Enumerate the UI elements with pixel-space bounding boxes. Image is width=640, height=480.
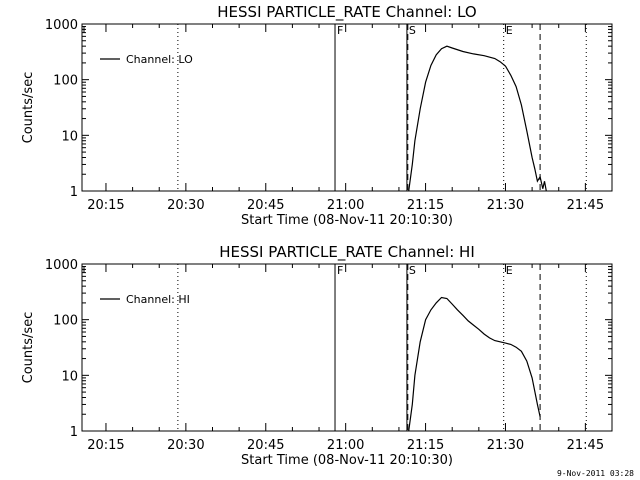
x-tick-label: 20:15: [87, 438, 124, 453]
y-tick-label: 1: [70, 425, 78, 440]
series-line: [408, 45, 547, 192]
x-tick-label: 20:45: [247, 198, 284, 213]
marker-label: F: [337, 264, 343, 277]
plot-frame: [81, 263, 613, 432]
x-tick-label: 20:45: [247, 438, 284, 453]
timestamp-footer: 9-Nov-2011 03:28: [556, 469, 634, 478]
y-tick-label: 1000: [45, 258, 78, 273]
x-tick-label: 20:30: [167, 438, 204, 453]
chart-panel-1: HESSI PARTICLE_RATE Channel: LO 1 10 100 100…: [21, 3, 613, 228]
marker-label: S: [409, 264, 416, 277]
y-tick-label: 100: [53, 314, 78, 329]
x-tick-label: 21:15: [407, 438, 444, 453]
legend-label: Channel: HI: [126, 293, 190, 306]
chart-panel-2: HESSI PARTICLE_RATE Channel: HI 1 10 100 100…: [21, 243, 613, 468]
x-axis-label: Start Time (08-Nov-11 20:10:30): [241, 453, 453, 468]
y-tick-label: 10: [61, 129, 78, 144]
plot-frame: [81, 23, 613, 192]
y-tick-label: 10: [61, 369, 78, 384]
y-axis-label: Counts/sec: [21, 312, 36, 384]
x-tick-label: 21:45: [567, 198, 604, 213]
x-axis-label: Start Time (08-Nov-11 20:10:30): [241, 213, 453, 228]
x-tick-label: 20:30: [167, 198, 204, 213]
x-tick-label: 21:15: [407, 198, 444, 213]
x-tick-label: 21:30: [487, 438, 524, 453]
marker-label: F: [337, 24, 343, 37]
y-axis-label: Counts/sec: [21, 72, 36, 144]
legend-label: Channel: LO: [126, 53, 193, 66]
marker-label: S: [409, 24, 416, 37]
x-tick-label: 21:00: [327, 438, 364, 453]
chart-title: HESSI PARTICLE_RATE Channel: HI: [219, 243, 475, 262]
y-tick-label: 100: [53, 74, 78, 89]
x-tick-label: 21:45: [567, 438, 604, 453]
marker-label: E: [506, 24, 513, 37]
chart-title: HESSI PARTICLE_RATE Channel: LO: [217, 3, 476, 22]
marker-label: E: [506, 264, 513, 277]
y-tick-label: 1: [70, 185, 78, 200]
x-tick-label: 21:00: [327, 198, 364, 213]
series-line: [408, 296, 541, 432]
x-tick-label: 20:15: [87, 198, 124, 213]
y-tick-label: 1000: [45, 18, 78, 33]
x-tick-label: 21:30: [487, 198, 524, 213]
